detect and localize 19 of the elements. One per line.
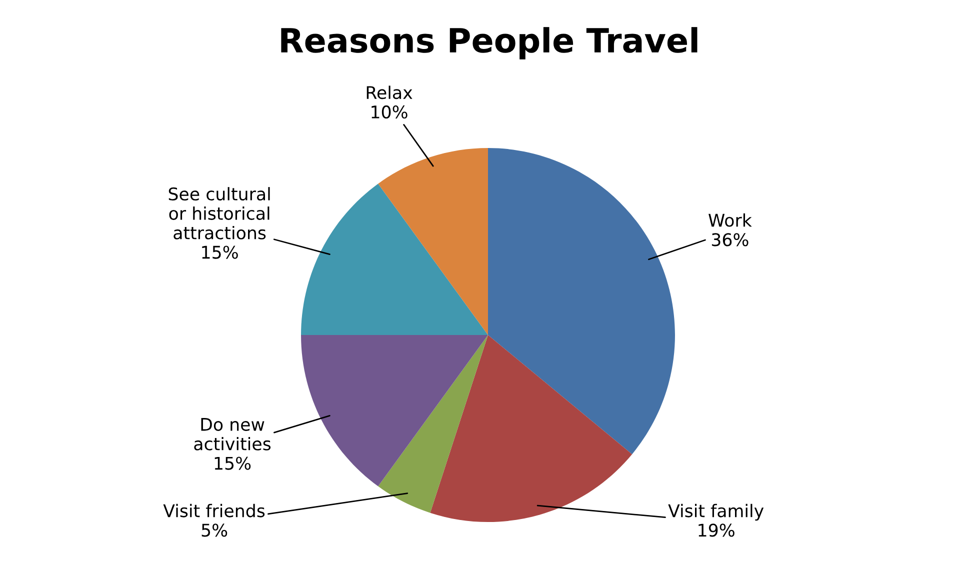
data-label: 15% (202, 246, 238, 259)
slice-label: Relax (366, 86, 412, 100)
pie-slice (488, 148, 675, 454)
slice-label: Visit friends (163, 504, 265, 518)
pie-slice (378, 335, 488, 513)
slice-label: See cultural or historical attractions (168, 187, 270, 240)
data-label: 10% (372, 105, 408, 119)
pie-slice (378, 148, 488, 335)
chart-title: Reasons People Travel (281, 27, 698, 60)
slice-label: Work (708, 213, 752, 227)
data-label: 5% (202, 524, 228, 537)
pie-slice (301, 184, 488, 335)
slice-label: Do new activities (194, 418, 271, 450)
data-label: 15% (214, 456, 251, 470)
pie-slice (430, 335, 632, 522)
data-label: 36% (712, 233, 748, 246)
pie-slice (301, 335, 488, 486)
data-label: 19% (698, 524, 734, 537)
slice-label: Visit family (668, 504, 764, 521)
